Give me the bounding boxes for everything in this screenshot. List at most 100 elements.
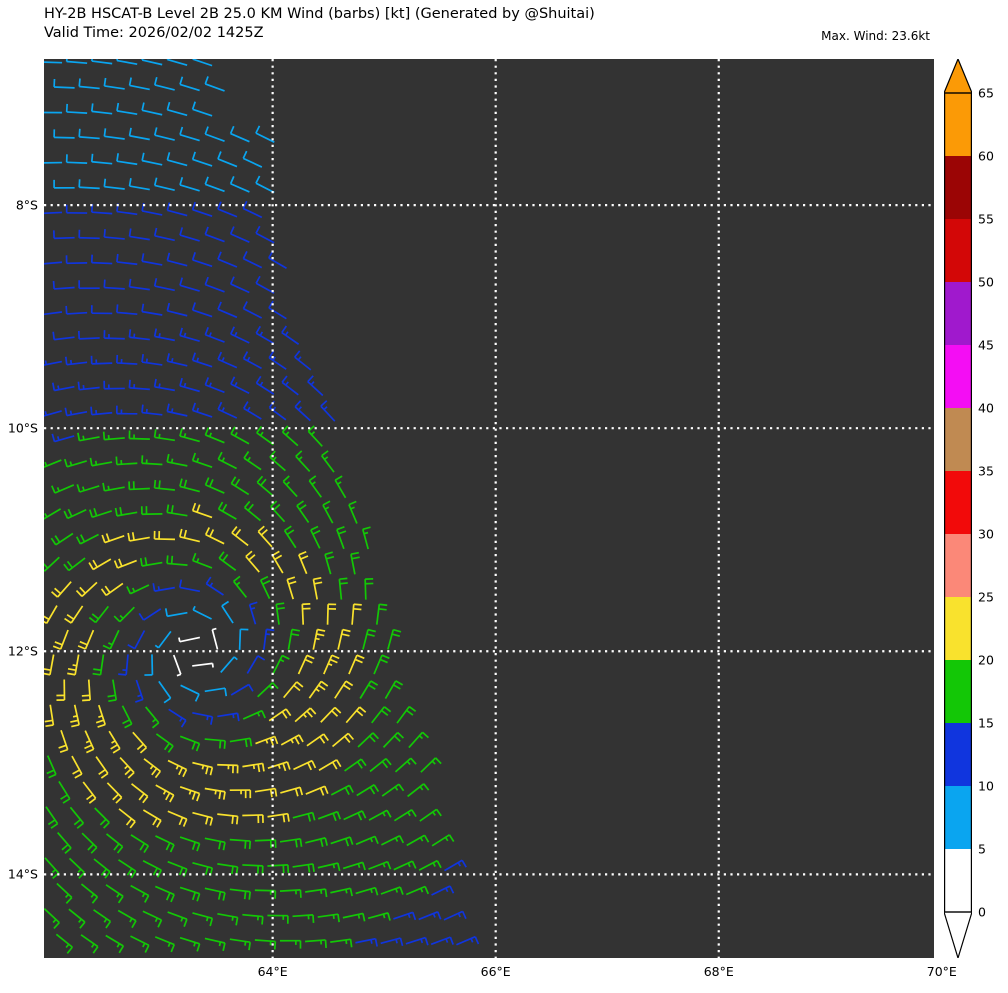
barb-full-feather <box>124 723 133 729</box>
wind-barb <box>141 202 163 216</box>
wind-barb <box>103 178 125 190</box>
barb-full-feather <box>208 479 214 488</box>
barb-shaft <box>283 530 297 549</box>
wind-barb <box>267 914 289 924</box>
barb-shaft <box>405 885 426 896</box>
barb-full-feather <box>103 821 110 829</box>
barb-full-feather <box>269 450 276 458</box>
barb-shaft <box>359 680 372 699</box>
barb-shaft <box>106 782 123 799</box>
barb-shaft <box>142 859 162 871</box>
barb-shaft <box>268 307 287 320</box>
barb-full-feather <box>356 654 365 660</box>
barb-shaft <box>342 912 364 919</box>
barb-full-feather <box>54 641 63 646</box>
wind-barb <box>139 557 163 567</box>
barb-half-feather <box>265 739 269 744</box>
wind-barb <box>359 680 379 699</box>
barb-full-feather <box>88 797 97 804</box>
barb-full-feather <box>231 815 234 824</box>
barb-full-feather <box>317 628 326 632</box>
wind-barb <box>230 326 250 344</box>
wind-barb <box>81 832 98 854</box>
barb-half-feather <box>183 332 187 338</box>
wind-barb <box>217 301 238 319</box>
wind-barb <box>292 863 315 873</box>
barb-half-feather <box>311 481 316 486</box>
barb-full-feather <box>166 202 171 211</box>
wind-barb <box>418 859 442 871</box>
barb-half-feather <box>82 435 85 440</box>
wind-barb <box>280 786 304 797</box>
barb-half-feather <box>234 431 238 437</box>
barb-full-feather <box>183 918 188 927</box>
barb-full-feather <box>349 888 353 897</box>
wind-barb <box>80 934 99 954</box>
barb-full-feather <box>204 377 210 386</box>
barb-shaft <box>54 336 75 341</box>
barb-full-feather <box>217 301 222 310</box>
wind-barb <box>373 654 390 675</box>
barb-full-feather <box>107 694 116 698</box>
wind-barb <box>382 731 405 748</box>
barb-shaft <box>134 630 146 649</box>
barb-full-feather <box>141 303 145 312</box>
wind-barb <box>44 61 63 64</box>
barb-full-feather <box>291 633 300 637</box>
barb-shaft <box>295 455 311 473</box>
barb-shaft <box>167 461 188 467</box>
barb-full-feather <box>217 401 223 410</box>
wind-barb <box>326 603 337 625</box>
wind-barb <box>88 507 113 519</box>
barb-full-feather <box>191 352 196 361</box>
barb-half-feather <box>158 333 161 338</box>
barb-shaft <box>141 310 163 316</box>
barb-half-feather <box>268 685 273 690</box>
wind-barb <box>52 331 75 341</box>
barb-shaft <box>255 132 275 143</box>
barb-shaft <box>91 261 113 265</box>
wind-barb <box>204 276 225 293</box>
barb-shaft <box>217 358 238 369</box>
wind-barb <box>204 477 225 494</box>
barb-shaft <box>54 86 75 89</box>
wind-barb <box>44 360 63 366</box>
barb-full-feather <box>248 942 251 951</box>
wind-barb <box>108 730 121 754</box>
barb-full-feather <box>282 814 286 823</box>
barb-shaft <box>243 407 262 420</box>
barb-full-feather <box>191 101 197 110</box>
barb-shaft <box>296 505 310 523</box>
barb-shaft <box>167 611 188 618</box>
barb-shaft <box>192 761 213 769</box>
barb-shaft <box>218 508 237 520</box>
barb-shaft <box>91 461 113 467</box>
barb-shaft <box>280 786 301 794</box>
wind-barb <box>384 680 404 700</box>
barb-full-feather <box>307 425 315 432</box>
barb-full-feather <box>345 680 354 687</box>
barb-full-feather <box>126 868 133 876</box>
barb-half-feather <box>302 713 307 718</box>
barb-half-feather <box>444 836 449 842</box>
wind-barb <box>102 482 125 492</box>
barb-full-feather <box>50 537 57 546</box>
barb-full-feather <box>141 354 144 363</box>
barb-half-feather <box>82 486 85 491</box>
wind-barb <box>116 253 138 266</box>
wind-barb <box>229 226 250 243</box>
wind-barb <box>128 379 150 391</box>
barb-shaft <box>45 806 59 825</box>
barb-shaft <box>167 159 188 167</box>
barb-full-feather <box>281 325 288 334</box>
wind-barb <box>279 837 303 848</box>
wind-barb <box>255 125 275 143</box>
wind-barb <box>118 808 136 829</box>
barb-half-feather <box>246 356 251 362</box>
wind-barb <box>361 526 371 550</box>
barb-full-feather <box>398 835 405 844</box>
barb-full-feather <box>182 769 188 778</box>
wind-barb <box>166 353 188 367</box>
barb-full-feather <box>102 644 111 650</box>
barb-shaft <box>259 579 271 599</box>
